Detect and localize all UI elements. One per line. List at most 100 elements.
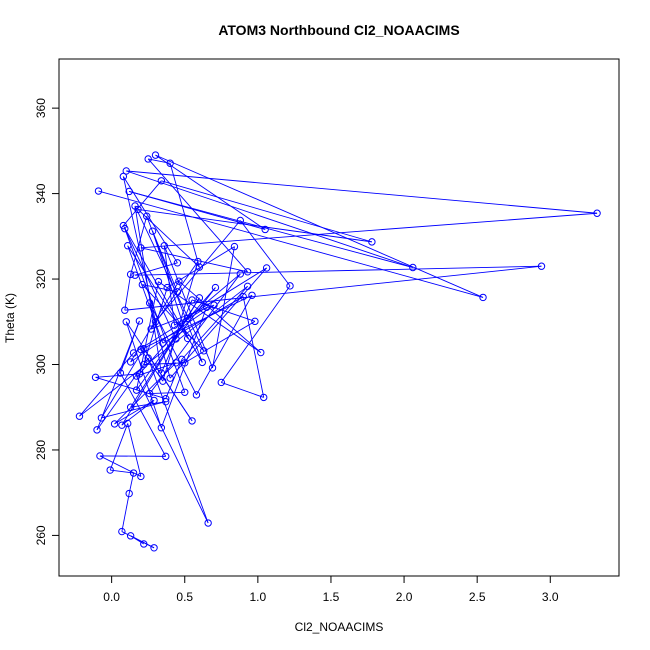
- series-segment: [130, 280, 180, 363]
- data-point: [118, 527, 126, 536]
- data-point: [262, 264, 271, 272]
- data-point: [192, 391, 201, 399]
- series-segment: [140, 247, 248, 273]
- data-point: [259, 393, 268, 402]
- data-point: [166, 159, 174, 167]
- data-point: [140, 540, 148, 548]
- data-point: [126, 532, 135, 540]
- data-point: [157, 177, 166, 185]
- series-segment: [155, 220, 241, 323]
- data-point: [257, 348, 265, 357]
- data-point: [129, 349, 138, 357]
- series-segment: [99, 455, 142, 477]
- data-point: [132, 372, 141, 380]
- series-segment: [140, 294, 253, 350]
- data-point: [96, 452, 104, 460]
- data-point: [409, 263, 417, 272]
- data-point: [236, 270, 245, 278]
- series-segment: [184, 320, 256, 364]
- series-segment: [147, 158, 248, 273]
- data-point: [97, 414, 106, 422]
- data-point: [202, 303, 211, 311]
- data-point: [126, 358, 135, 366]
- series-segment: [221, 382, 264, 398]
- data-point: [91, 373, 100, 382]
- y-tick-label: 340: [34, 183, 48, 203]
- chart-title: ATOM3 Northbound Cl2_NOAACIMS: [218, 22, 459, 38]
- series-segment: [133, 306, 207, 354]
- data-point: [183, 314, 192, 323]
- series-segment: [122, 225, 203, 363]
- series-segment: [130, 535, 145, 545]
- data-point: [183, 334, 192, 343]
- series-segment: [126, 170, 598, 214]
- series-segment: [120, 372, 167, 457]
- series-segment: [143, 348, 193, 422]
- data-point: [121, 306, 129, 314]
- data-point: [131, 202, 139, 210]
- data-point: [178, 355, 186, 364]
- series-segment: [96, 357, 149, 431]
- data-point: [188, 417, 196, 425]
- data-point: [173, 259, 182, 267]
- data-point: [116, 369, 125, 377]
- data-point: [137, 244, 145, 252]
- data-point: [154, 277, 163, 286]
- data-point: [210, 301, 218, 309]
- data-point: [151, 318, 160, 326]
- series-segment: [169, 163, 200, 268]
- series-segment: [134, 262, 178, 276]
- series-segment: [191, 299, 256, 322]
- data-point: [163, 283, 171, 292]
- data-point: [239, 292, 247, 301]
- data-point: [195, 294, 204, 302]
- data-point: [198, 358, 206, 367]
- data-point: [593, 209, 601, 217]
- x-axis-label: Cl2_NOAACIMS: [295, 620, 384, 634]
- series-segment: [152, 231, 178, 293]
- x-axis: 0.0 0.5 1.0 1.5 2.0 2.5 3.0: [103, 575, 559, 604]
- data-point: [122, 318, 130, 326]
- data-point: [144, 155, 152, 163]
- data-point: [137, 345, 145, 354]
- series-segment: [187, 273, 241, 319]
- x-tick-label: 2.0: [396, 590, 413, 604]
- series-segment: [196, 295, 253, 396]
- data-point: [145, 389, 154, 398]
- y-tick-label: 320: [34, 269, 48, 289]
- series-segment: [127, 245, 164, 344]
- y-tick-label: 280: [34, 440, 48, 460]
- series-segment: [124, 274, 132, 311]
- data-point: [166, 374, 174, 382]
- data-point: [125, 187, 133, 196]
- series-segment: [101, 348, 145, 419]
- series-segment: [134, 205, 162, 374]
- data-point: [251, 317, 259, 326]
- series-segment: [150, 261, 199, 330]
- series-segment: [155, 154, 266, 230]
- data-point: [125, 489, 133, 498]
- series-segment: [165, 359, 183, 399]
- y-axis: 260 280 300 320 340 360: [34, 98, 60, 545]
- data-point: [150, 396, 158, 405]
- data-point: [145, 299, 154, 307]
- data-point: [106, 466, 114, 474]
- series-lines: [79, 154, 598, 549]
- x-tick-label: 1.5: [323, 590, 340, 604]
- series-segment: [129, 191, 413, 268]
- series-segment: [121, 400, 155, 426]
- x-tick-label: 3.0: [542, 590, 559, 604]
- data-point: [121, 224, 129, 233]
- series-segment: [134, 205, 205, 352]
- series-segment: [162, 261, 199, 382]
- data-point: [162, 452, 170, 461]
- data-point: [75, 412, 84, 420]
- y-axis-label: Theta (K): [3, 293, 17, 343]
- data-point: [243, 268, 252, 276]
- data-point: [479, 293, 487, 302]
- series-segment: [166, 246, 235, 288]
- data-point: [124, 419, 132, 428]
- data-point: [159, 377, 167, 385]
- series-segment: [121, 493, 130, 532]
- data-point: [94, 187, 103, 195]
